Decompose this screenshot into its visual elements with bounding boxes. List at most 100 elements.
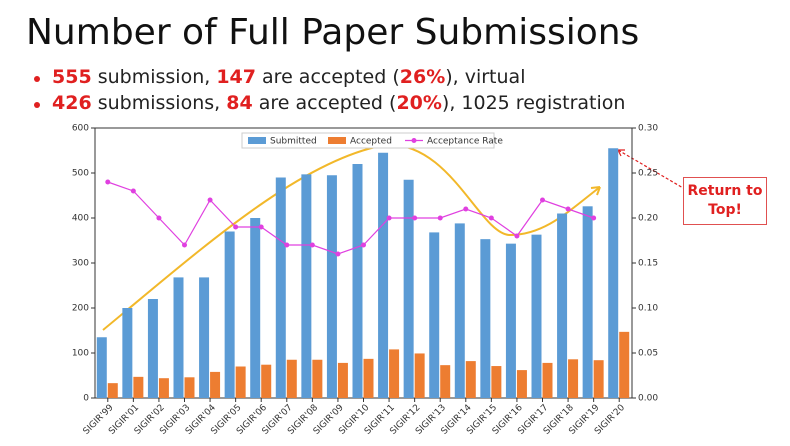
bar (542, 362, 553, 398)
bar (312, 359, 323, 398)
y-tick-label: 600 (72, 124, 89, 134)
rate-point (105, 179, 111, 185)
bullet-text: ), virtual (445, 66, 526, 88)
bar (389, 349, 400, 398)
rate-point (463, 206, 469, 212)
trend-arrowhead (590, 186, 601, 196)
y-tick-label: 400 (72, 214, 89, 224)
highlight-text: 20% (396, 92, 442, 114)
bar (107, 383, 118, 398)
legend-marker (411, 138, 417, 143)
y-tick-label: 300 (72, 259, 89, 269)
bar (250, 218, 261, 398)
bar (199, 277, 210, 398)
bar (378, 152, 389, 398)
bar (505, 243, 516, 398)
rate-point (412, 215, 418, 221)
rate-point (514, 233, 520, 239)
bar (429, 232, 440, 398)
rate-point (233, 224, 239, 230)
rate-point (488, 215, 494, 221)
y-tick-label: 0 (83, 394, 89, 404)
bullet-item: 555 submission, 147 are accepted (26%), … (30, 66, 625, 92)
bar (147, 299, 158, 398)
highlight-text: 26% (399, 66, 446, 88)
y2-tick-label: 0.25 (638, 169, 658, 179)
y2-tick-label: 0.20 (638, 214, 658, 224)
legend-swatch (248, 137, 266, 144)
bar (326, 175, 337, 398)
bar (516, 370, 527, 398)
pointer-arrow (617, 149, 691, 193)
bar (363, 358, 374, 398)
return-note: Return to Top! (683, 177, 767, 225)
rate-point (156, 215, 162, 221)
bar (454, 223, 465, 398)
highlight-text: 426 (52, 92, 92, 114)
bullet-text: are accepted ( (256, 66, 400, 88)
rate-point (386, 215, 392, 221)
y2-tick-label: 0.15 (638, 259, 658, 269)
rate-point (591, 215, 597, 221)
y-tick-label: 500 (72, 169, 89, 179)
bar (557, 213, 568, 398)
bar (122, 308, 133, 398)
bar (568, 359, 579, 398)
bar (491, 366, 502, 398)
trend-curve (102, 143, 601, 331)
y2-tick-label: 0.30 (638, 124, 658, 134)
rate-line (107, 181, 594, 255)
bar (337, 362, 348, 398)
rate-point (284, 242, 290, 248)
bar (531, 234, 542, 398)
bar (286, 359, 297, 398)
legend-swatch (328, 137, 346, 144)
highlight-text: 147 (216, 66, 256, 88)
rate-point (361, 242, 366, 248)
bar (440, 365, 451, 398)
bar (608, 148, 619, 398)
rate-point (309, 242, 315, 248)
y2-tick-label: 0.00 (638, 394, 658, 404)
rate-point (540, 197, 545, 203)
rate-point (182, 242, 187, 248)
bar (224, 231, 235, 398)
bar (593, 360, 604, 398)
y2-tick-label: 0.10 (638, 304, 658, 314)
bar (301, 174, 312, 398)
bar (582, 206, 593, 398)
rate-point (437, 215, 443, 221)
rate-point (335, 251, 341, 257)
bullet-text: ), 1025 registration (441, 92, 626, 114)
bar (173, 277, 184, 398)
pointer-arrowhead (617, 149, 625, 157)
rate-point (565, 206, 571, 212)
bar (275, 177, 286, 398)
bar (465, 361, 476, 398)
bar (133, 376, 144, 398)
bullet-text: are accepted ( (252, 92, 397, 114)
legend-label: Submitted (270, 137, 317, 147)
bar (210, 371, 221, 398)
bar (414, 353, 425, 398)
bar (96, 337, 107, 398)
bar (261, 364, 272, 398)
bar (352, 164, 363, 398)
y-tick-label: 200 (72, 304, 89, 314)
bar (235, 366, 246, 398)
legend-label: Acceptance Rate (427, 137, 503, 147)
rate-point (207, 197, 213, 203)
highlight-text: 84 (226, 92, 253, 114)
legend-label: Accepted (350, 137, 392, 147)
bar (184, 377, 195, 398)
highlight-text: 555 (52, 66, 92, 88)
bar (158, 378, 169, 398)
bullet-item: 426 submissions, 84 are accepted (20%), … (30, 92, 625, 118)
bullet-text: submission, (91, 66, 217, 88)
bullet-text: submissions, (91, 92, 227, 114)
bar (619, 331, 630, 398)
rate-point (130, 188, 136, 194)
bullet-list: 555 submission, 147 are accepted (26%), … (30, 66, 625, 118)
